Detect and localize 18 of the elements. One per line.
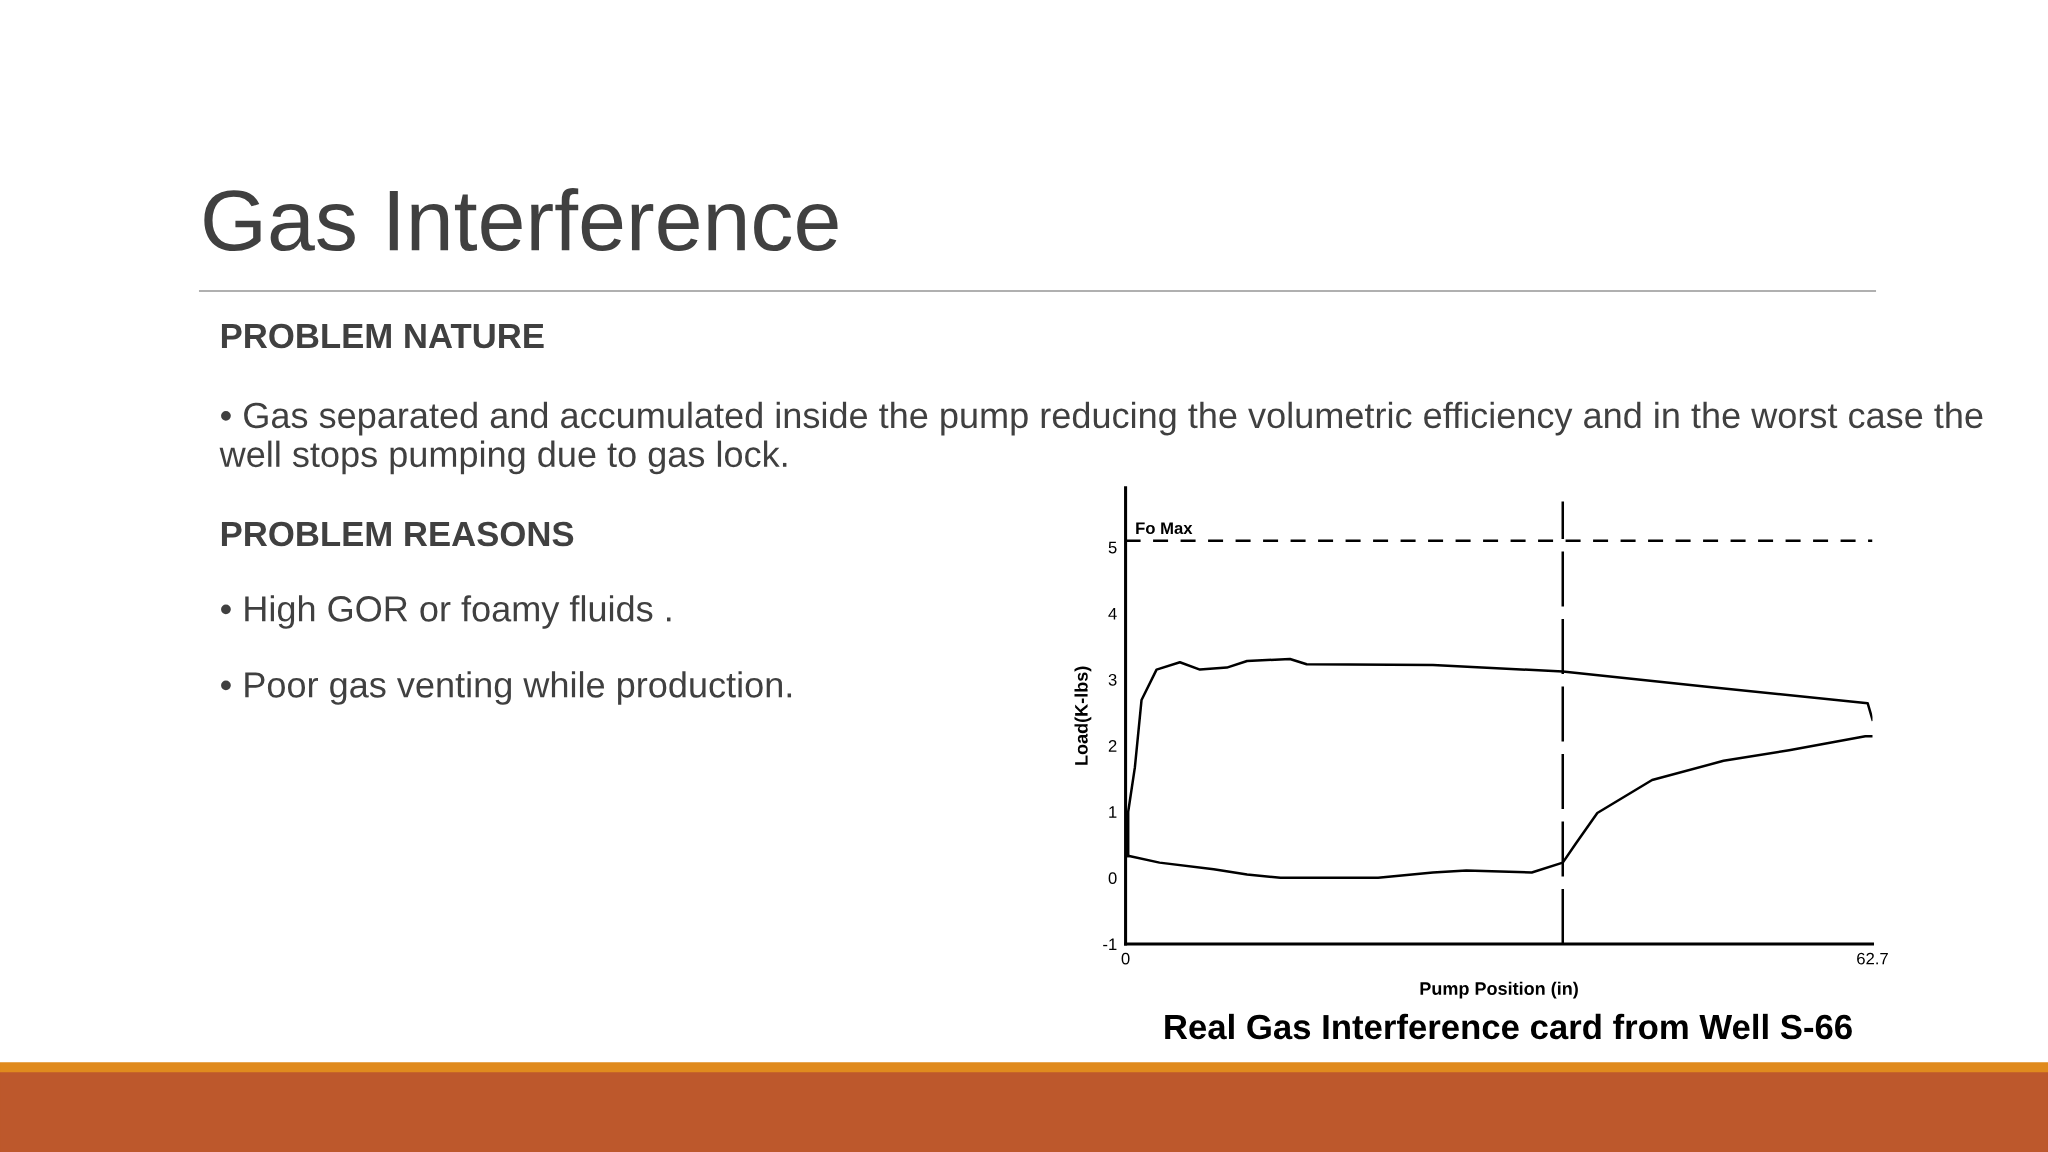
y-tick-label: 3 xyxy=(1108,673,1117,686)
text: PROBLEM NATURE xyxy=(221,323,544,349)
y-tick-label: -1 xyxy=(1103,938,1117,950)
chart-title: Gas Interference xyxy=(204,187,838,252)
text: Real Gas Interference card from Well S-66 xyxy=(1165,1013,1852,1040)
y-axis-title: Load(K-lbs) xyxy=(1074,666,1092,765)
y-tick-label: 2 xyxy=(1108,740,1117,752)
text: • High GOR or foamy fluids . xyxy=(221,595,671,629)
ref-line-label: Fo Max xyxy=(1136,522,1193,535)
y-tick-label: 4 xyxy=(1108,607,1117,620)
x-axis-title: Pump Position (in) xyxy=(1420,981,1578,999)
x-tick-label: 62.7 xyxy=(1857,952,1888,965)
text: PROBLEM REASONS xyxy=(221,521,574,547)
text: • Poor gas venting while production. xyxy=(221,671,792,705)
text: • Gas separated and accumulated inside the pump reducing the volumetric efficiency and in the worst case the well stops pumping due to gas lock. xyxy=(219,401,1983,475)
y-tick-label: 1 xyxy=(1109,806,1117,818)
y-tick-label: 5 xyxy=(1108,541,1117,554)
y-tick-label: 0 xyxy=(1108,872,1117,885)
